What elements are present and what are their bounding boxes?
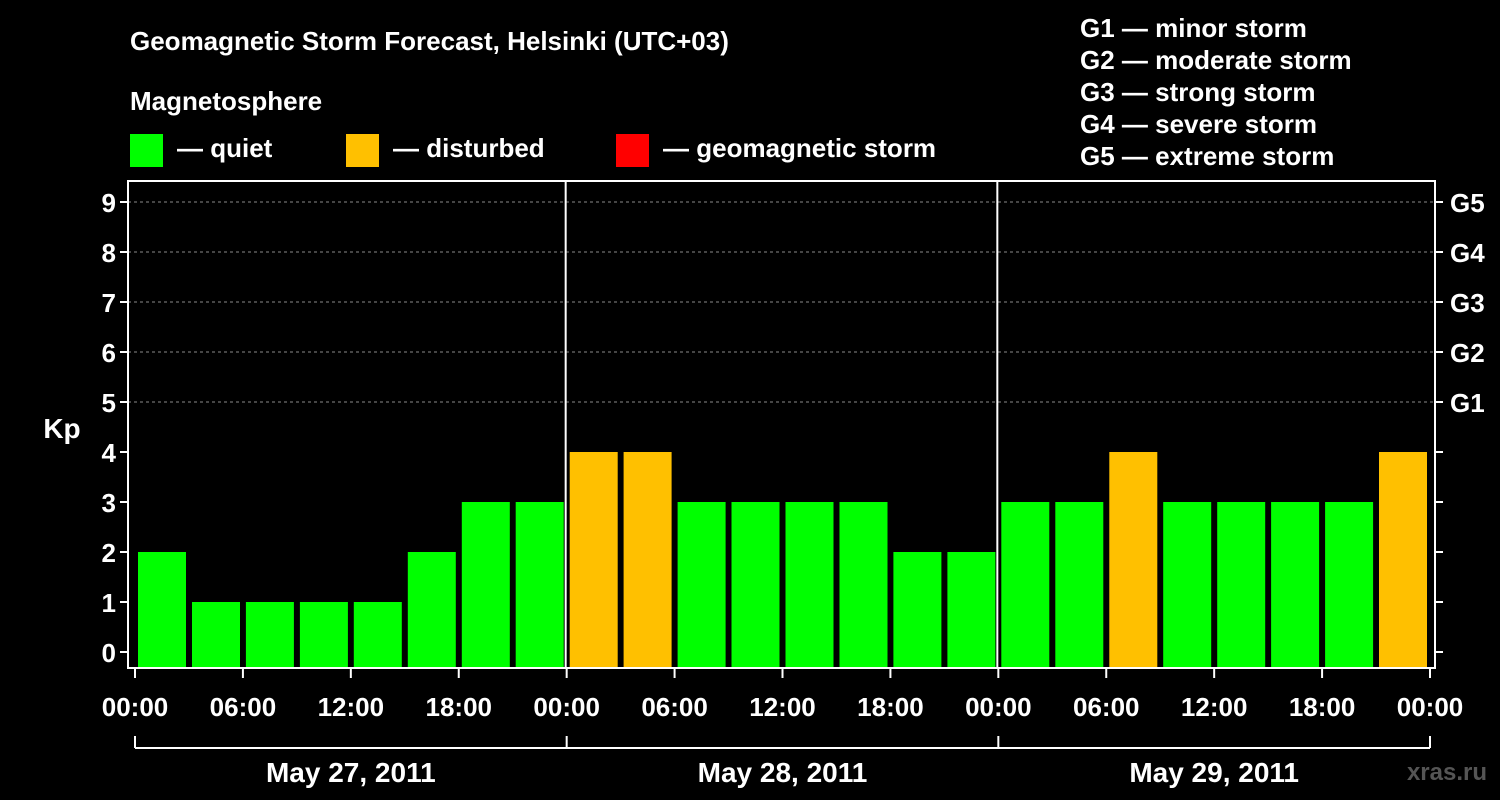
y-tick-labels: 0 1 2 3 4 5 6 7 8 9 — [102, 188, 117, 668]
y-tick-label-5: 5 — [102, 388, 116, 418]
scale-legend-g5: G5 — extreme storm — [1080, 141, 1334, 171]
x-tick-labels: 00:00 06:00 12:00 18:00 00:00 06:00 12:00 18:00… — [102, 692, 1464, 722]
kp-bar-5 — [407, 552, 456, 667]
kp-bar-2 — [245, 602, 294, 667]
kp-bar-20 — [1217, 502, 1266, 667]
kp-bar-10 — [677, 502, 726, 667]
kp-bar-8 — [569, 452, 618, 667]
y-tick-label-8: 8 — [102, 238, 116, 268]
kp-bar-21 — [1271, 502, 1320, 667]
kp-bar-11 — [731, 502, 780, 667]
kp-bar-12 — [785, 502, 834, 667]
legend-label-disturbed: — disturbed — [393, 133, 545, 163]
kp-bar-6 — [461, 502, 510, 667]
y-tick-label-7: 7 — [102, 288, 116, 318]
day-label-0: May 27, 2011 — [266, 757, 436, 788]
y-tick-label-0: 0 — [102, 638, 116, 668]
legend-label-storm: — geomagnetic storm — [663, 133, 936, 163]
y-tick-label-2: 2 — [102, 538, 116, 568]
storm-scale-legend: G1 — minor storm G2 — moderate storm G3 … — [1080, 13, 1352, 171]
storm-level-label-g4: G4 — [1450, 238, 1485, 268]
y-tick-label-9: 9 — [102, 188, 116, 218]
x-tick-label-4: 00:00 — [533, 692, 600, 722]
status-legend: — quiet — disturbed — geomagnetic storm — [130, 133, 936, 167]
legend-swatch-storm — [616, 134, 649, 167]
legend-label-quiet: — quiet — [177, 133, 273, 163]
kp-bar-9 — [623, 452, 672, 667]
legend-title: Magnetosphere — [130, 86, 322, 116]
legend-swatch-quiet — [130, 134, 163, 167]
x-tick-label-11: 18:00 — [1289, 692, 1356, 722]
x-tick-label-9: 06:00 — [1073, 692, 1140, 722]
y-axis-label: Kp — [43, 413, 80, 444]
gridlines — [128, 201, 1435, 403]
y-tick-label-3: 3 — [102, 488, 116, 518]
kp-bar-22 — [1325, 502, 1374, 667]
storm-level-labels: G1 G2 G3 G4 G5 — [1450, 188, 1485, 418]
x-tick-label-2: 12:00 — [318, 692, 385, 722]
x-tick-label-6: 12:00 — [749, 692, 816, 722]
storm-level-label-g3: G3 — [1450, 288, 1485, 318]
y-tick-label-4: 4 — [102, 438, 117, 468]
kp-bar-16 — [1001, 502, 1050, 667]
y-tick-label-6: 6 — [102, 338, 116, 368]
x-tick-label-12: 00:00 — [1397, 692, 1464, 722]
scale-legend-g2: G2 — moderate storm — [1080, 45, 1352, 75]
day-label-1: May 28, 2011 — [698, 757, 868, 788]
kp-bar-17 — [1055, 502, 1104, 667]
kp-bar-13 — [839, 502, 888, 667]
x-tick-label-10: 12:00 — [1181, 692, 1248, 722]
axis-ticks — [120, 201, 1443, 678]
storm-level-label-g1: G1 — [1450, 388, 1485, 418]
scale-legend-g4: G4 — severe storm — [1080, 109, 1317, 139]
kp-bar-3 — [299, 602, 348, 667]
x-tick-label-1: 06:00 — [210, 692, 277, 722]
kp-bar-1 — [192, 602, 240, 667]
scale-legend-g1: G1 — minor storm — [1080, 13, 1307, 43]
day-brackets — [134, 736, 1431, 749]
watermark: xras.ru — [1407, 759, 1487, 786]
scale-legend-g3: G3 — strong storm — [1080, 77, 1315, 107]
x-tick-label-3: 18:00 — [426, 692, 493, 722]
bar-series — [138, 452, 1427, 667]
x-tick-label-8: 00:00 — [965, 692, 1032, 722]
legend-swatch-disturbed — [346, 134, 379, 167]
x-tick-label-0: 00:00 — [102, 692, 169, 722]
kp-bar-18 — [1109, 452, 1158, 667]
day-dividers — [564, 181, 999, 668]
kp-bar-7 — [515, 502, 564, 667]
kp-bar-15 — [947, 552, 996, 667]
day-label-2: May 29, 2011 — [1129, 757, 1299, 788]
y-tick-label-1: 1 — [102, 588, 116, 618]
day-labels: May 27, 2011 May 28, 2011 May 29, 2011 — [266, 757, 1299, 788]
storm-level-label-g5: G5 — [1450, 188, 1485, 218]
storm-level-label-g2: G2 — [1450, 338, 1485, 368]
kp-bar-4 — [353, 602, 402, 667]
kp-bar-0 — [138, 552, 186, 667]
kp-bar-14 — [893, 552, 942, 667]
chart-title: Geomagnetic Storm Forecast, Helsinki (UT… — [130, 26, 729, 56]
kp-bar-19 — [1163, 502, 1212, 667]
kp-bar-23 — [1379, 452, 1427, 667]
x-tick-label-5: 06:00 — [641, 692, 708, 722]
x-tick-label-7: 18:00 — [857, 692, 924, 722]
